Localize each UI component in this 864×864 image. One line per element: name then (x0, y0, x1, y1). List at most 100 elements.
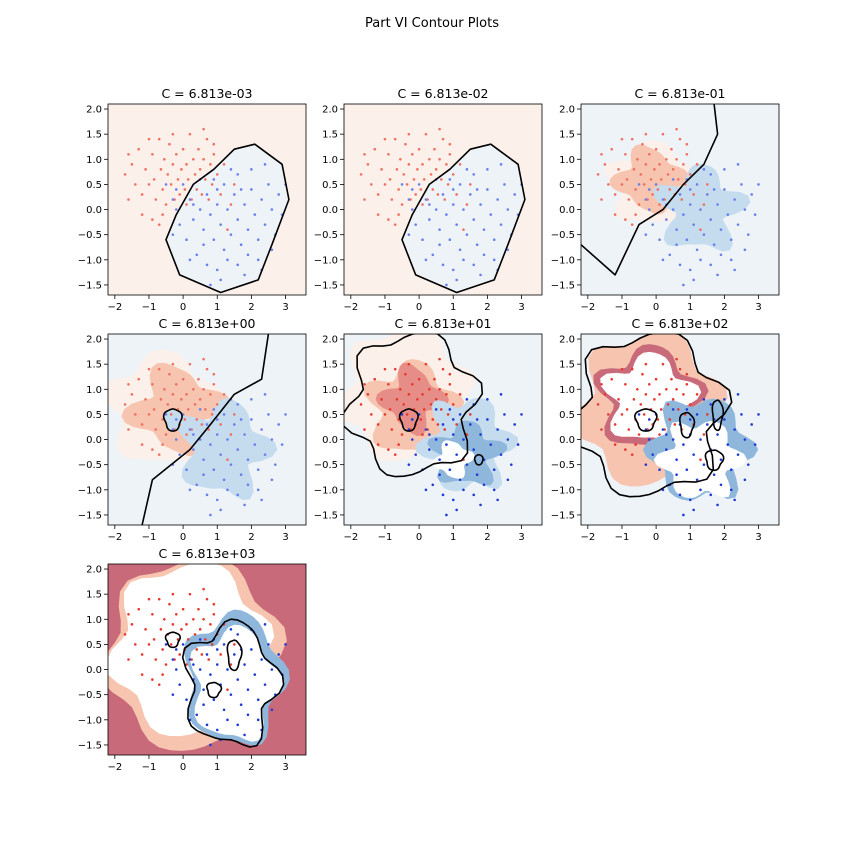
subplot-title: C = 6.813e+03 (158, 546, 255, 561)
blue-point (503, 183, 506, 186)
blue-point (171, 693, 175, 696)
blue-point (229, 628, 233, 631)
blue-point (226, 438, 229, 441)
blue-point (164, 183, 168, 186)
blue-point (740, 413, 743, 416)
blue-point (706, 423, 709, 426)
blue-point (479, 273, 482, 277)
x-tick-label: −1 (615, 532, 630, 543)
red-point (373, 377, 377, 381)
blue-point (202, 688, 205, 691)
red-point (630, 223, 634, 226)
blue-point (709, 263, 713, 267)
blue-point (277, 423, 280, 426)
blue-point (651, 223, 654, 226)
blue-point (215, 648, 219, 651)
blue-point (455, 453, 458, 456)
red-point (197, 147, 200, 151)
blue-point (665, 218, 668, 221)
red-point (659, 178, 663, 181)
decision-boundary (473, 454, 484, 466)
blue-point (236, 173, 240, 176)
blue-point (757, 183, 760, 186)
blue-point (212, 408, 216, 411)
red-point (134, 183, 137, 186)
blue-point (462, 488, 465, 492)
contour-region (108, 564, 306, 755)
blue-point (195, 253, 199, 257)
red-point (446, 183, 450, 186)
red-point (123, 173, 127, 176)
blue-point (202, 243, 205, 247)
red-point (359, 403, 363, 406)
red-point (402, 403, 406, 406)
y-tick-label: 1.5 (86, 130, 102, 141)
red-point (178, 653, 181, 656)
x-tick-label: 2 (248, 762, 254, 773)
red-point (200, 423, 204, 426)
red-point (455, 193, 458, 196)
red-point (624, 382, 627, 386)
blue-point (743, 248, 747, 252)
blue-point (647, 438, 651, 441)
red-point (395, 168, 399, 171)
red-point (639, 173, 643, 176)
blue-point (253, 213, 257, 216)
red-point (596, 403, 600, 406)
red-point (195, 648, 199, 651)
blue-point (688, 268, 692, 272)
blue-point (682, 513, 685, 517)
blue-point (682, 283, 685, 287)
red-point (600, 152, 603, 156)
blue-point (688, 498, 692, 502)
red-point (226, 228, 229, 231)
red-point (209, 623, 212, 626)
blue-point (256, 488, 260, 492)
subplot-6: C = 6.813e+02 −2 −1 0 1 2 3 −1.5 −1.0 −0.5 0.0 0.5 1… (551, 316, 780, 543)
red-point (397, 213, 400, 216)
subplot-title: C = 6.813e+00 (158, 316, 255, 331)
red-point (676, 178, 680, 181)
red-point (233, 413, 236, 416)
red-point (205, 367, 209, 371)
blue-point (441, 423, 445, 426)
x-tick-label: −1 (142, 762, 157, 773)
decision-boundary (181, 618, 285, 748)
blue-point (215, 728, 219, 732)
blue-point (445, 443, 448, 446)
blue-point (192, 448, 195, 451)
blue-point (479, 503, 482, 507)
blue-point (243, 203, 246, 206)
red-point (451, 403, 455, 406)
red-point (637, 433, 641, 436)
blue-point (644, 233, 648, 236)
red-point (161, 188, 164, 191)
y-tick-label: 0.5 (322, 410, 338, 421)
blue-point (479, 433, 482, 436)
blue-point (685, 408, 689, 411)
red-point (151, 612, 154, 616)
blue-point (506, 478, 510, 482)
blue-point (702, 463, 706, 466)
blue-point (678, 493, 682, 497)
decision-boundary (165, 143, 290, 294)
red-point (421, 393, 424, 396)
red-point (634, 188, 637, 191)
blue-point (492, 488, 496, 492)
red-point (161, 443, 164, 446)
y-tick-label: 1.0 (86, 385, 102, 396)
red-point (219, 423, 222, 426)
blue-point (716, 203, 719, 206)
red-point (428, 387, 431, 391)
red-point (186, 408, 190, 411)
blue-point (424, 198, 428, 201)
red-point (198, 168, 202, 171)
red-point (127, 612, 130, 616)
blue-point (256, 698, 260, 702)
blue-point (243, 733, 246, 737)
x-tick-label: 1 (214, 532, 220, 543)
y-tick-label: 1.0 (322, 385, 338, 396)
red-point (212, 372, 216, 376)
x-tick-label: 0 (416, 532, 422, 543)
